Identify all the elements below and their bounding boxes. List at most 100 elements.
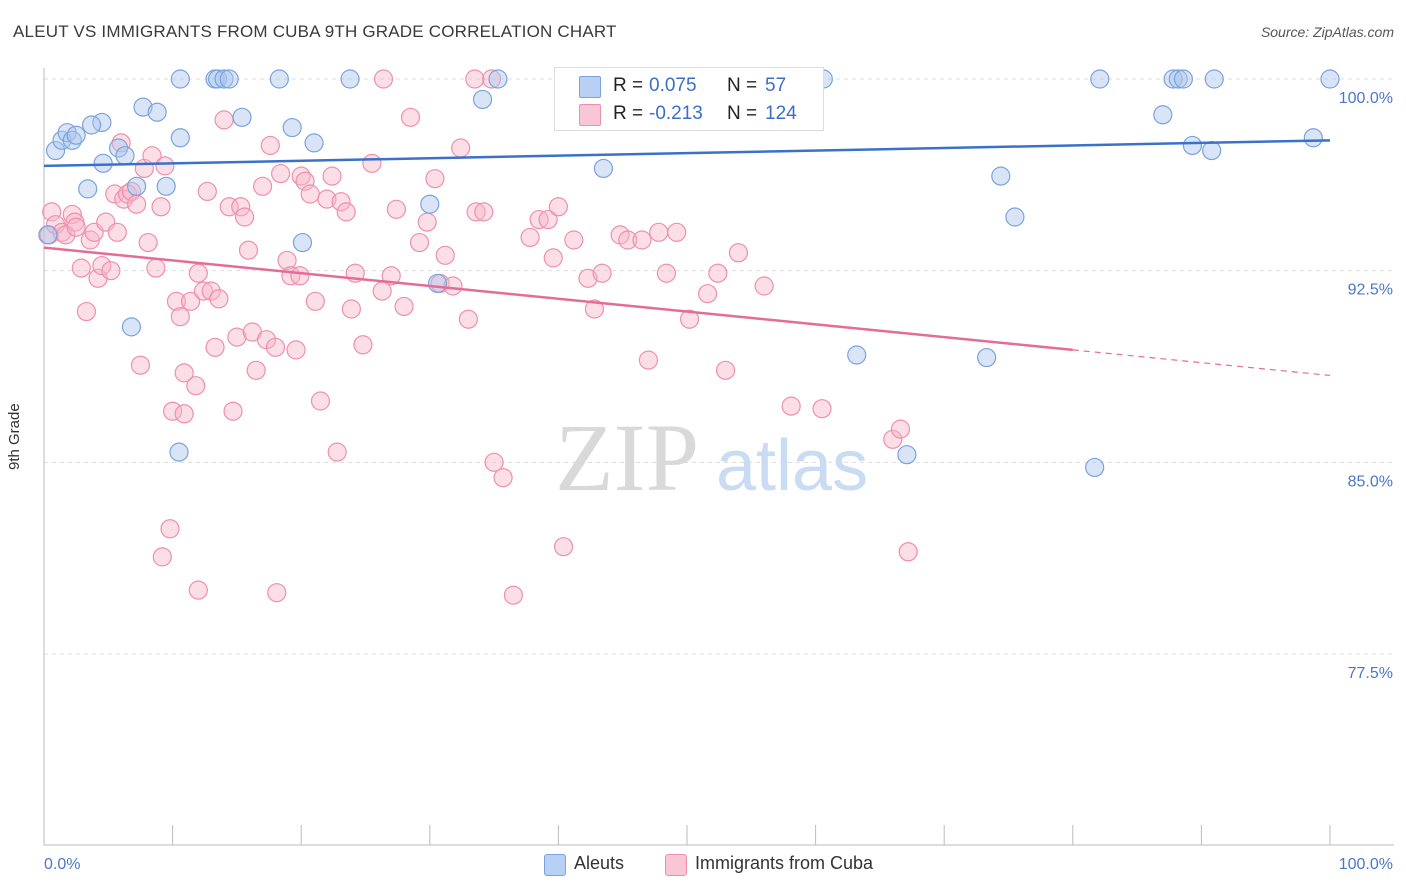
stats-legend: R = 0.075 N = 57 R = -0.213 N = 124 — [554, 67, 824, 131]
cuba-point — [197, 181, 217, 202]
cuba-point — [138, 232, 158, 253]
aleuts-point — [115, 146, 135, 166]
legend-r-label: R = — [613, 75, 644, 96]
cuba-point — [322, 166, 342, 186]
cuba-point — [679, 309, 700, 329]
aleuts-point — [1163, 69, 1183, 89]
cuba-point — [146, 258, 166, 278]
aleuts-point — [1202, 140, 1222, 161]
cuba-point — [66, 217, 86, 237]
watermark-zip: ZIP — [555, 404, 699, 511]
aleuts-point — [78, 179, 98, 199]
legend-swatch-aleuts — [544, 854, 566, 876]
cuba-point — [267, 583, 287, 603]
y-tick-label: 77.5% — [1348, 665, 1393, 682]
aleuts-point — [93, 153, 113, 173]
cuba-point — [417, 212, 437, 232]
cuba-point — [812, 399, 832, 419]
cuba-point — [656, 263, 677, 283]
cuba-point — [166, 291, 187, 311]
cuba-point — [435, 245, 455, 265]
cuba-point — [451, 138, 471, 158]
cuba-point — [503, 585, 523, 605]
cuba-point — [295, 171, 315, 191]
aleuts-point — [340, 69, 360, 89]
series-immigrants-from-cuba-points — [39, 69, 918, 605]
cuba-point — [170, 307, 190, 327]
aleuts-point — [208, 69, 228, 89]
aleuts-point — [1204, 69, 1224, 89]
aleuts-point — [147, 102, 167, 122]
cuba-point — [484, 452, 504, 472]
cuba-point — [394, 296, 414, 317]
trend-lines — [43, 139, 1331, 377]
aleuts-point — [62, 130, 82, 150]
cuba-point — [638, 350, 659, 370]
legend-row-aleuts: R = 0.075 N = 57 — [555, 72, 823, 100]
aleuts-point — [420, 194, 440, 214]
cuba-point — [101, 261, 121, 281]
aleuts-point — [1168, 69, 1188, 89]
aleuts-point — [232, 107, 252, 127]
cuba-point — [632, 230, 652, 250]
cuba-point — [553, 537, 574, 557]
aleuts-point — [292, 232, 313, 253]
watermark-atlas: atlas — [716, 426, 868, 506]
cuba-point — [214, 110, 234, 130]
cuba-point — [715, 360, 736, 380]
legend-label-aleuts: Aleuts — [574, 853, 625, 873]
cuba-point — [92, 255, 112, 276]
aleuts-point — [170, 128, 190, 148]
cuba-point — [126, 194, 147, 214]
aleuts-point — [1090, 69, 1110, 89]
cuba-point — [130, 355, 151, 375]
cuba-point — [186, 376, 206, 396]
cuba-point — [291, 166, 311, 186]
cuba-point — [548, 197, 569, 217]
legend-row-cuba: R = -0.213 N = 124 — [555, 100, 823, 128]
aleuts-point — [593, 158, 614, 179]
aleuts-point — [1182, 135, 1202, 156]
x-tick-label: 0.0% — [44, 856, 80, 873]
aleuts-point — [121, 317, 142, 337]
aleuts-point — [169, 442, 189, 462]
cuba-point — [188, 263, 208, 283]
cuba-point — [246, 360, 266, 380]
cuba-point — [781, 396, 801, 416]
legend-swatch-cuba — [665, 854, 687, 876]
cuba-point — [409, 232, 430, 253]
cuba-point — [193, 281, 214, 301]
cuba-point — [290, 266, 310, 286]
cuba-point — [205, 337, 225, 357]
aleuts-point — [991, 166, 1011, 186]
cuba-point — [584, 299, 605, 319]
cuba-point — [331, 192, 351, 212]
aleuts-point — [977, 347, 997, 368]
cuba-point — [42, 202, 62, 222]
cuba-point — [238, 240, 259, 260]
cuba-point — [260, 135, 280, 156]
cuba-point — [754, 276, 774, 296]
cuba-point — [277, 250, 297, 271]
cuba-point — [373, 69, 394, 89]
cuba-point — [71, 258, 91, 278]
aleuts-trend-line — [43, 139, 1331, 168]
cuba-point — [362, 153, 382, 173]
cuba-point — [493, 468, 513, 488]
y-tick-label: 92.5% — [1348, 282, 1393, 299]
aleuts-point — [1153, 105, 1173, 125]
cuba-point — [181, 291, 201, 311]
aleuts-point — [214, 69, 234, 89]
cuba-point — [114, 189, 134, 209]
cuba-point — [697, 284, 718, 304]
cuba-point — [708, 263, 728, 283]
cuba-point — [317, 189, 337, 209]
cuba-point — [271, 163, 291, 184]
aleuts-point — [472, 89, 493, 110]
cuba-point — [425, 169, 445, 189]
cuba-point — [618, 230, 638, 250]
axes — [43, 68, 1394, 846]
cuba-point — [265, 337, 286, 357]
aleuts-point — [427, 273, 448, 294]
cuba-point — [174, 363, 194, 383]
